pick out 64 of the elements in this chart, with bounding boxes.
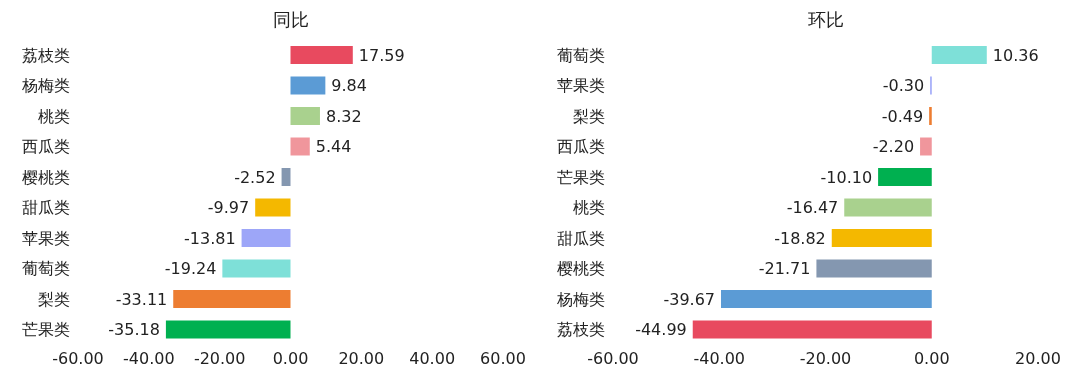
- y-tick-label: 芒果类: [22, 320, 70, 340]
- x-tick-label: -20.00: [799, 349, 852, 369]
- bar: [241, 229, 291, 247]
- y-tick-label: 芒果类: [557, 167, 605, 187]
- x-tick-label: 60.00: [480, 349, 526, 369]
- bar: [281, 168, 291, 186]
- data-label: 10.36: [992, 45, 1039, 65]
- bar: [290, 76, 326, 95]
- y-tick-label: 杨梅类: [556, 289, 605, 309]
- data-label: -44.99: [635, 320, 687, 340]
- y-tick-label: 甜瓜类: [557, 228, 605, 248]
- bar: [165, 320, 291, 339]
- y-tick-label: 葡萄类: [557, 45, 605, 65]
- data-label: 17.59: [358, 45, 405, 65]
- data-label: 8.32: [325, 106, 362, 126]
- data-label: -16.47: [786, 198, 839, 218]
- x-tick-label: -20.00: [193, 349, 246, 369]
- y-tick-label: 甜瓜类: [22, 198, 70, 218]
- data-label: -35.18: [108, 320, 160, 340]
- bar: [290, 46, 353, 64]
- y-tick-label: 葡萄类: [22, 259, 70, 279]
- y-tick-label: 梨类: [573, 106, 605, 126]
- data-label: -21.71: [758, 259, 811, 279]
- bar: [290, 137, 310, 156]
- data-label: -39.67: [663, 289, 715, 309]
- data-label: -2.20: [872, 137, 915, 157]
- x-tick-label: -40.00: [693, 349, 746, 369]
- y-tick-label: 西瓜类: [557, 137, 605, 157]
- data-label: -2.52: [234, 167, 276, 187]
- x-tick-label: 40.00: [409, 349, 456, 369]
- data-label: -9.97: [207, 198, 250, 218]
- y-tick-label: 杨梅类: [21, 76, 70, 96]
- data-label: 5.44: [315, 137, 352, 157]
- bar: [222, 259, 291, 278]
- y-tick-label: 西瓜类: [22, 137, 70, 157]
- x-tick-label: -60.00: [52, 349, 104, 369]
- chart-title: 同比: [271, 8, 310, 32]
- bar: [255, 198, 291, 217]
- y-tick-label: 苹果类: [22, 228, 70, 248]
- bar: [290, 107, 320, 125]
- y-tick-label: 苹果类: [557, 76, 605, 96]
- data-label: -18.82: [774, 228, 826, 248]
- data-label: -13.81: [184, 228, 236, 248]
- y-tick-label: 梨类: [38, 289, 70, 309]
- x-tick-label: -60.00: [587, 349, 639, 369]
- data-label: -0.30: [882, 76, 925, 96]
- data-label: -19.24: [164, 259, 217, 279]
- x-tick-label: 20.00: [1015, 349, 1061, 369]
- x-tick-label: 0.00: [913, 349, 950, 369]
- bar: [173, 290, 291, 308]
- y-tick-label: 桃类: [38, 106, 70, 126]
- y-tick-label: 桃类: [573, 198, 605, 218]
- chart-title: 环比: [806, 8, 845, 32]
- y-tick-label: 樱桃类: [557, 259, 605, 279]
- y-tick-label: 樱桃类: [22, 167, 70, 187]
- x-tick-label: 0.00: [272, 349, 309, 369]
- x-tick-label: -40.00: [123, 349, 175, 369]
- y-tick-label: 荔枝类: [557, 320, 605, 340]
- data-label: -10.10: [820, 167, 873, 187]
- data-label: -0.49: [881, 106, 924, 126]
- y-tick-label: 荔枝类: [22, 45, 70, 65]
- x-tick-label: 20.00: [338, 349, 385, 369]
- data-label: -33.11: [115, 289, 168, 309]
- data-label: 9.84: [331, 76, 367, 96]
